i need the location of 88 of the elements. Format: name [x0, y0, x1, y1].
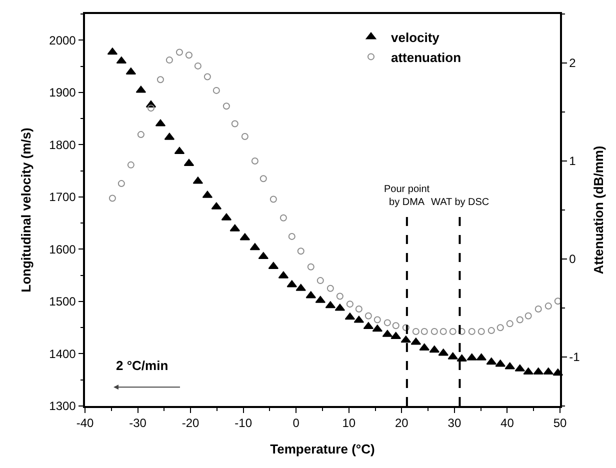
x-tick-label: 40: [500, 416, 514, 430]
point: [288, 232, 296, 240]
point: [346, 300, 354, 308]
point: [307, 263, 314, 270]
point: [466, 353, 477, 360]
point: [137, 131, 144, 138]
point: [392, 322, 400, 330]
y2-axis-title: Attenuation (dB/mm): [591, 146, 606, 274]
x-tick-label: -20: [182, 416, 200, 430]
y2-tick-label: 2: [569, 56, 576, 70]
y-tick-label: 1600: [49, 242, 76, 256]
x-tick-label: 30: [448, 416, 462, 430]
point: [212, 86, 220, 94]
point: [504, 362, 515, 370]
x-tick-label: 50: [553, 416, 567, 430]
point: [488, 327, 495, 334]
point: [516, 316, 524, 324]
y-tick-label: 1800: [49, 138, 76, 152]
point: [364, 312, 372, 320]
point: [534, 305, 542, 312]
y-tick-label: 1300: [49, 399, 76, 414]
point: [108, 194, 116, 202]
point: [390, 332, 401, 339]
point: [449, 328, 456, 336]
point: [280, 214, 287, 222]
y-axis-title: Longitudinal velocity (m/s): [18, 128, 34, 292]
legend-label: velocity: [391, 30, 440, 45]
ref-line-label: Pour point by DMA: [384, 184, 430, 208]
x-tick-label: -30: [129, 416, 147, 430]
y-tick-label: 1500: [49, 294, 76, 309]
x-tick-label: 0: [292, 416, 300, 430]
point: [204, 73, 211, 80]
point: [176, 48, 183, 56]
y2-tick-label: -1: [569, 350, 580, 364]
x-tick-label: -10: [234, 416, 252, 430]
point: [496, 324, 504, 332]
point: [438, 348, 448, 356]
point: [251, 158, 258, 164]
point: [316, 277, 324, 284]
point: [430, 328, 438, 336]
point: [402, 324, 410, 332]
y-tick-label: 1700: [49, 190, 76, 204]
point: [355, 305, 362, 312]
point: [297, 248, 304, 255]
point: [127, 161, 134, 168]
x-axis-title: Temperature (°C): [270, 441, 375, 456]
point: [147, 104, 154, 112]
point: [231, 120, 238, 128]
y-tick-label: 1400: [49, 346, 76, 361]
legend-label: attenuation: [391, 50, 462, 65]
x-tick-label: -40: [76, 416, 94, 430]
point: [523, 368, 534, 375]
point: [166, 56, 173, 64]
point: [241, 133, 248, 140]
point: [476, 353, 486, 360]
point: [456, 354, 467, 362]
y-tick-label: 2000: [49, 33, 76, 48]
point: [270, 196, 277, 203]
point: [194, 62, 202, 70]
point: [336, 292, 344, 300]
point: [412, 328, 420, 336]
point: [156, 76, 164, 84]
point: [296, 284, 306, 291]
point: [495, 360, 506, 367]
point: [374, 316, 381, 324]
point: [420, 328, 428, 336]
point: [468, 328, 476, 336]
point: [222, 102, 230, 110]
point: [326, 284, 334, 292]
y2-tick-label: 1: [569, 154, 576, 168]
point: [440, 328, 447, 336]
y-tick-label: 1900: [49, 86, 76, 100]
point: [260, 175, 267, 182]
point: [448, 352, 458, 360]
x-tick-label: 10: [342, 416, 356, 430]
point: [544, 302, 552, 310]
annotation: 2 °C/min: [116, 358, 168, 373]
point: [478, 328, 485, 336]
point: [419, 343, 430, 350]
y2-tick-label: 0: [569, 252, 576, 266]
point: [533, 368, 544, 375]
x-tick-label: 20: [394, 416, 409, 430]
point: [384, 319, 391, 326]
point: [524, 312, 532, 320]
ref-line-label: WAT by DSC: [431, 197, 490, 208]
point: [185, 52, 192, 59]
point: [506, 320, 514, 328]
point: [118, 180, 125, 188]
